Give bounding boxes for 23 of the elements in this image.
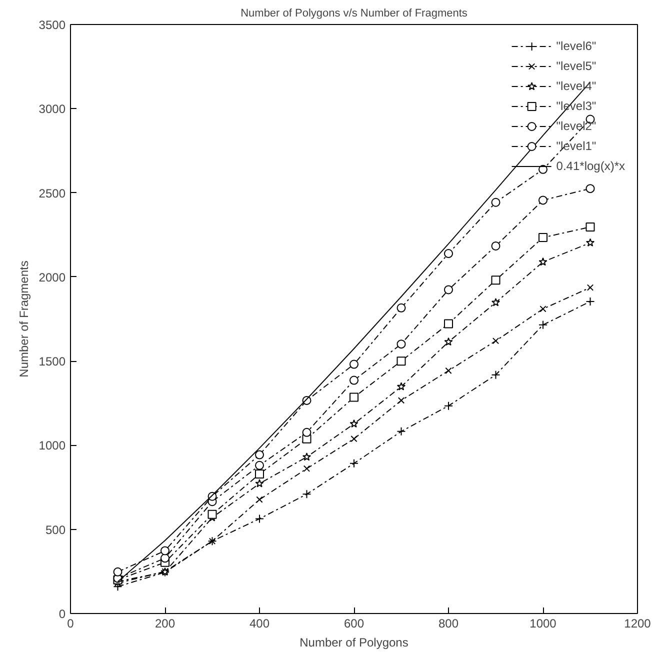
x-tick-label: 600 xyxy=(344,616,364,630)
legend-label: 0.41*log(x)*x xyxy=(556,159,625,173)
x-tick-label: 800 xyxy=(438,616,459,630)
legend-label: "level6" xyxy=(556,39,596,53)
x-tick-label: 1000 xyxy=(530,616,557,630)
chart-title: Number of Polygons v/s Number of Fragments xyxy=(240,8,468,20)
y-tick-label: 3000 xyxy=(38,102,66,116)
x-tick-label: 200 xyxy=(154,616,176,630)
y-axis-title: Number of Fragments xyxy=(16,260,31,378)
legend-label: "level5" xyxy=(556,59,596,73)
y-tick-label: 1500 xyxy=(38,354,66,369)
y-tick-label: 3500 xyxy=(38,18,66,32)
legend-label: "level2" xyxy=(556,119,596,133)
x-axis-title: Number of Polygons xyxy=(300,636,408,650)
y-tick-label: 500 xyxy=(45,522,66,537)
x-tick-label: 1200 xyxy=(624,616,652,630)
y-tick-label: 2500 xyxy=(38,186,66,200)
legend-label: "level1" xyxy=(556,139,596,153)
y-tick-label: 1000 xyxy=(38,438,66,453)
y-tick-label: 2000 xyxy=(38,270,66,284)
x-tick-label: 0 xyxy=(67,616,74,630)
y-tick-label: 0 xyxy=(58,607,66,621)
x-tick-label: 400 xyxy=(249,616,270,630)
